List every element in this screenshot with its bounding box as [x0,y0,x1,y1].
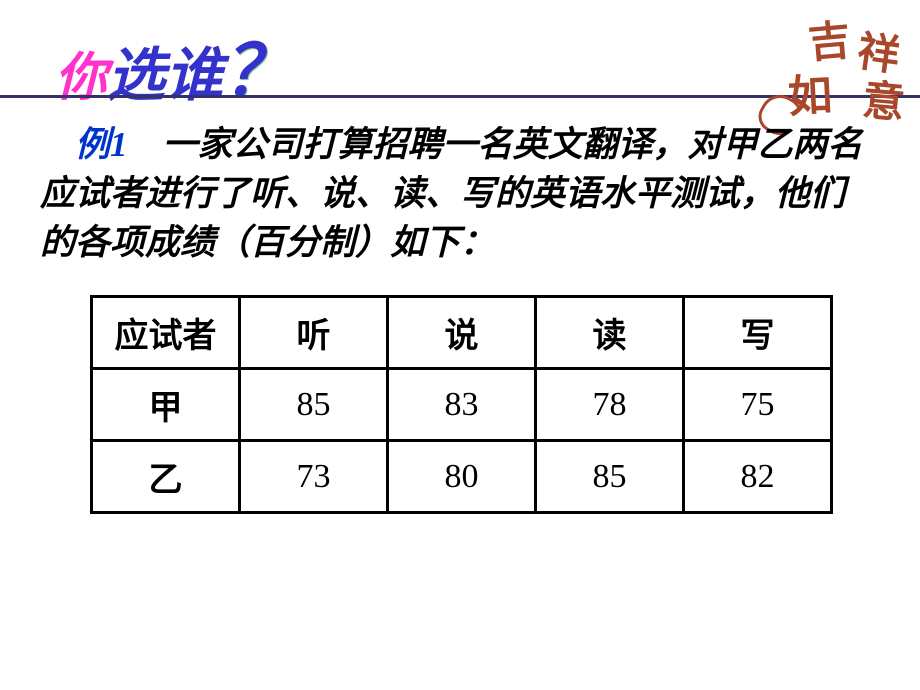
col-header-speak: 说 [388,297,536,369]
table-header-row: 应试者 听 说 读 写 [92,297,832,369]
cell-jia-speak: 83 [388,369,536,441]
cell-yi-read: 85 [536,441,684,513]
row-label-yi: 乙 [92,441,240,513]
col-header-read: 读 [536,297,684,369]
cell-jia-listen: 85 [240,369,388,441]
scores-table: 应试者 听 说 读 写 甲 85 83 78 75 乙 73 80 85 82 [90,295,833,514]
cell-jia-write: 75 [684,369,832,441]
col-header-listen: 听 [240,297,388,369]
row-label-jia: 甲 [92,369,240,441]
stamp-char-3: 如 [786,59,833,125]
cell-yi-listen: 73 [240,441,388,513]
cell-yi-write: 82 [684,441,832,513]
title-part3: 谁 [165,43,223,108]
problem-body: 一家公司打算招聘一名英文翻译，对甲乙两名应试者进行了听、说、读、写的英语水平测试… [40,125,863,262]
table-row: 乙 73 80 85 82 [92,441,832,513]
title-part2: 选 [107,43,165,108]
problem-text: 例1 一家公司打算招聘一名英文翻译，对甲乙两名应试者进行了听、说、读、写的英语水… [40,120,870,267]
slide-title: 你选谁？ [55,15,293,116]
cell-yi-speak: 80 [388,441,536,513]
title-qmark: ？ [223,34,293,111]
cell-jia-read: 78 [536,369,684,441]
col-header-write: 写 [684,297,832,369]
table-row: 甲 85 83 78 75 [92,369,832,441]
example-label: 例1 [75,125,128,164]
col-header-applicant: 应试者 [92,297,240,369]
title-part1: 你 [55,50,107,107]
